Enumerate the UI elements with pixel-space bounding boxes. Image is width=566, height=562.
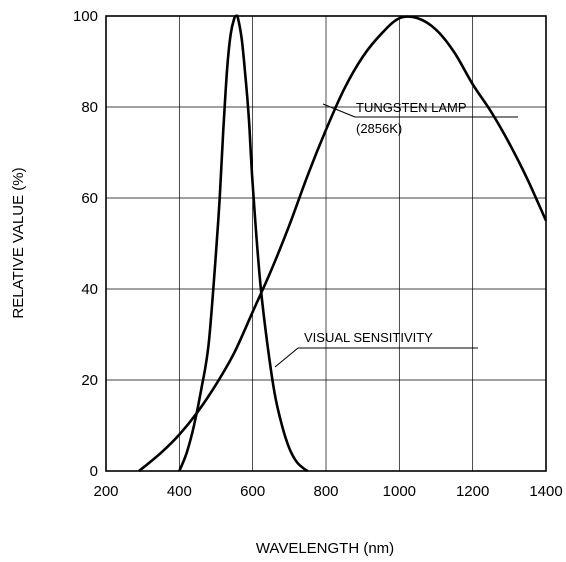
tungsten-lamp-label: TUNGSTEN LAMP (356, 100, 467, 115)
x-tick-label: 600 (240, 483, 265, 500)
y-tick-label: 80 (81, 99, 98, 116)
visual-leader (274, 347, 299, 368)
y-tick-label: 40 (81, 281, 98, 298)
grid (106, 16, 546, 471)
tungsten-leader (322, 103, 356, 118)
tungsten-lamp-curve (138, 15, 548, 473)
y-tick-label: 60 (81, 190, 98, 207)
tungsten-lamp-sublabel: (2856K) (356, 121, 402, 136)
x-tick-label: 1200 (456, 483, 489, 500)
plot-frame (105, 15, 547, 472)
visual-sensitivity-label: VISUAL SENSITIVITY (304, 330, 433, 345)
y-tick-label: 20 (81, 372, 98, 389)
x-tick-label: 1000 (383, 483, 416, 500)
x-tick-label: 400 (167, 483, 192, 500)
x-tick-label: 800 (313, 483, 338, 500)
x-tick-label: 200 (93, 483, 118, 500)
y-axis-label: RELATIVE VALUE (%) (10, 167, 27, 318)
curves (138, 14, 548, 473)
x-axis-label: WAVELENGTH (nm) (256, 540, 394, 557)
x-tick-label: 1400 (529, 483, 562, 500)
visual-sensitivity-curve (178, 14, 309, 473)
tick-labels: 200 400 600 800 1000 1200 1400 0 20 40 60 80 100 (73, 8, 563, 500)
annotations: TUNGSTEN LAMP (2856K) VISUAL SENSITIVITY (274, 100, 518, 368)
y-tick-label: 0 (90, 463, 98, 480)
y-tick-label: 100 (73, 8, 98, 25)
